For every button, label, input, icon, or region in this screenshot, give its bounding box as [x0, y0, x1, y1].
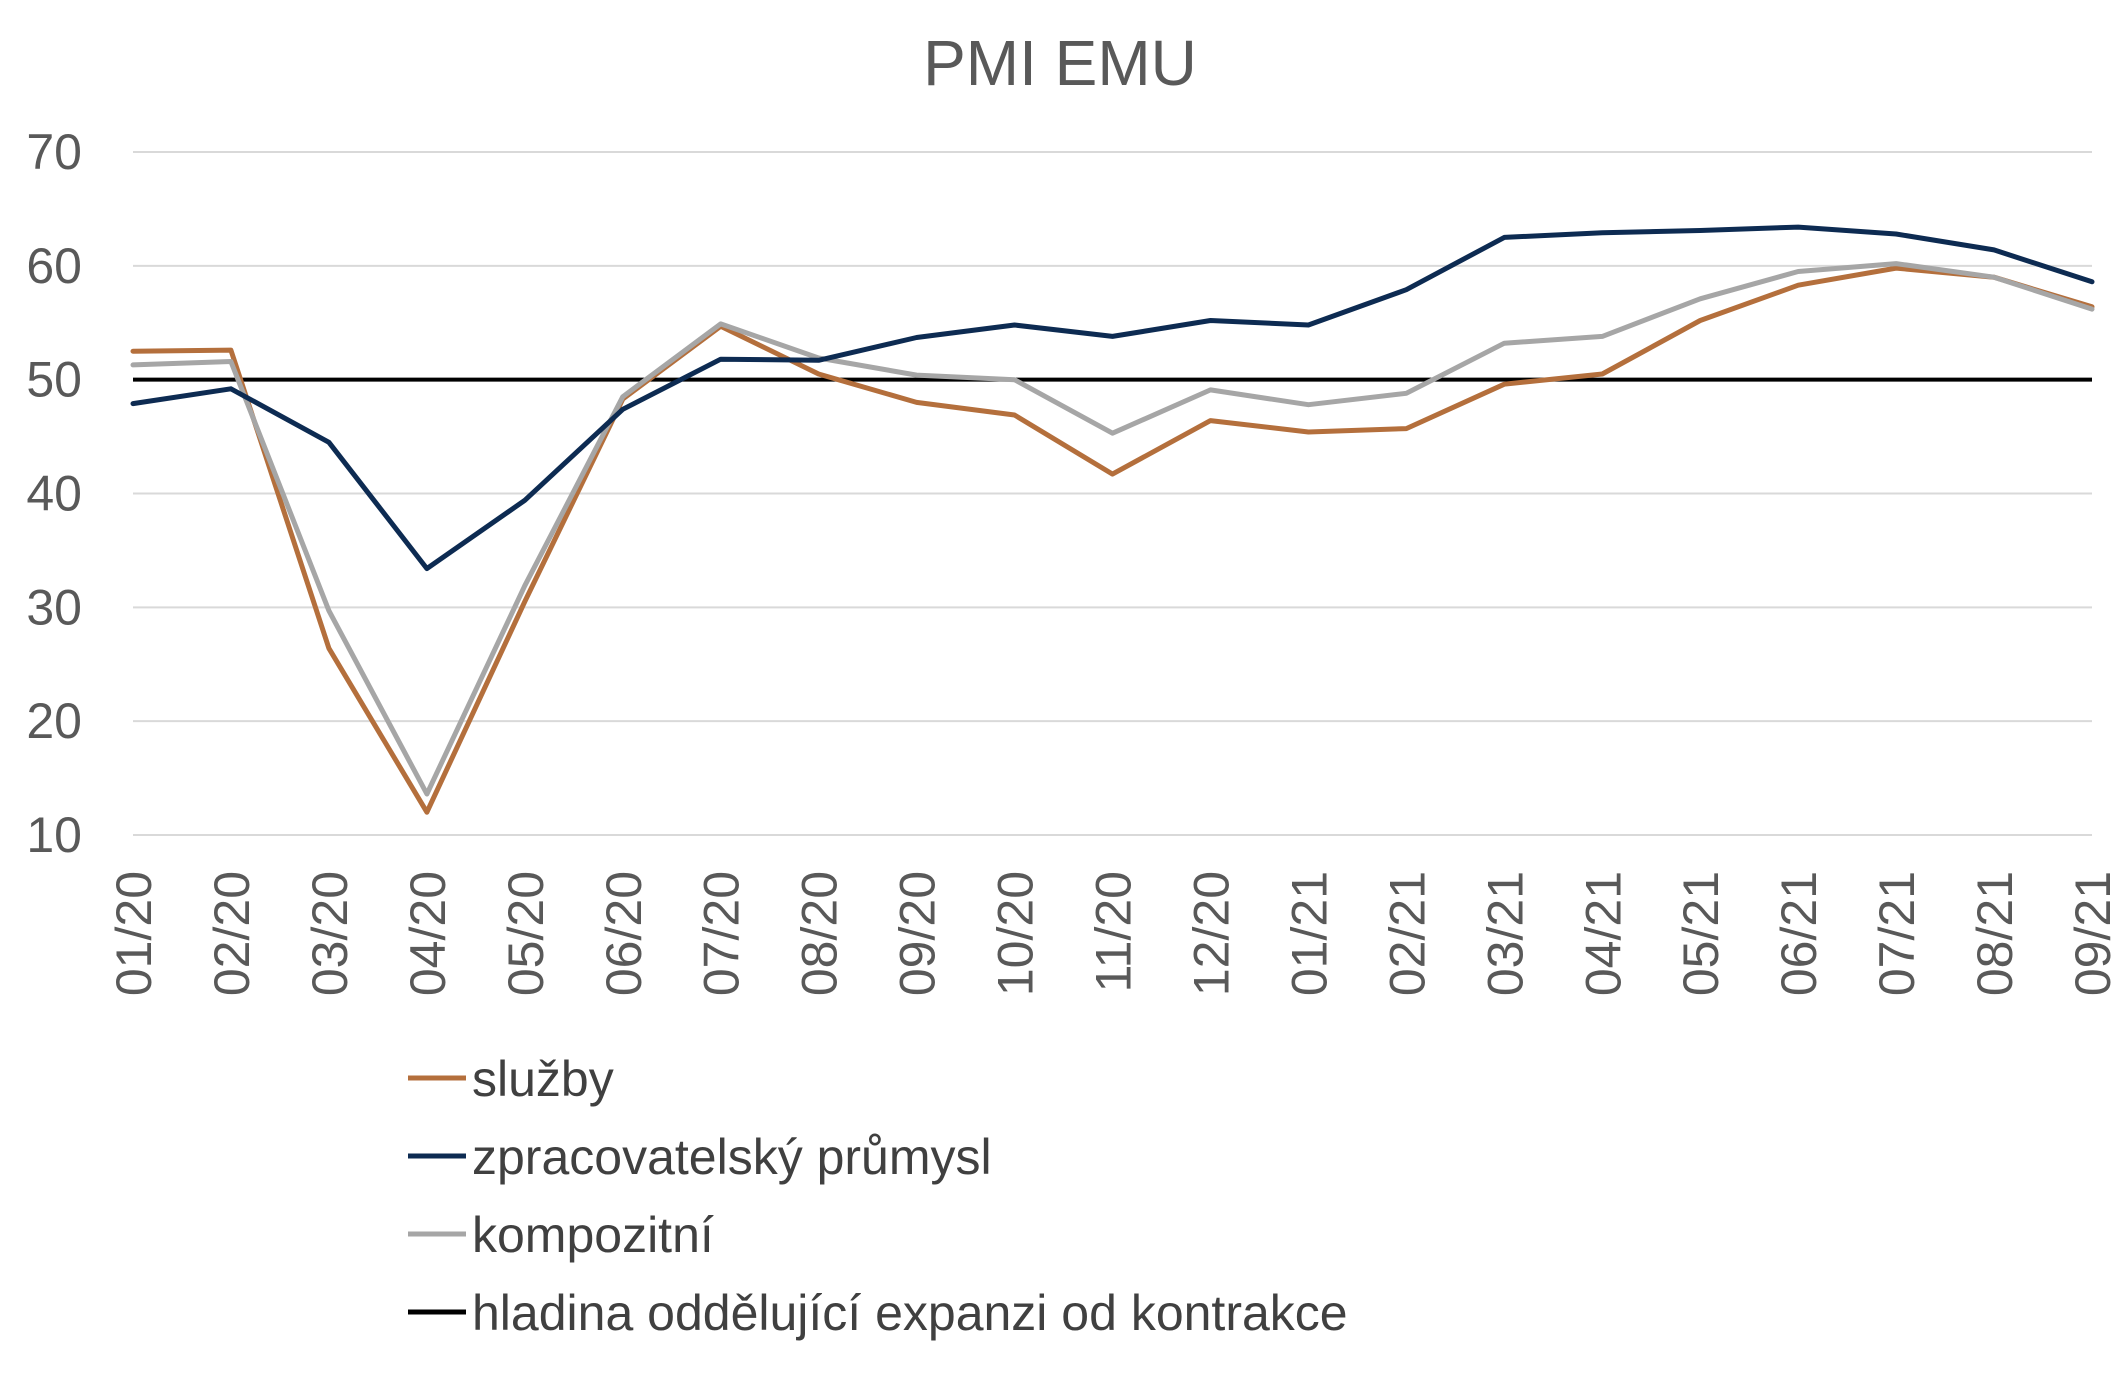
series-line-1 [130, 265, 2095, 815]
gridlines [133, 151, 2092, 836]
x-tick-label: 12/20 [1183, 871, 1239, 996]
y-tick-label: 10 [26, 807, 82, 863]
x-tick-label: 04/21 [1575, 871, 1631, 996]
x-tick-label: 08/20 [792, 871, 848, 996]
legend-label: hladina oddělující expanzi od kontrakce [472, 1285, 1348, 1341]
x-tick-label: 05/20 [498, 871, 554, 996]
y-tick-label: 30 [26, 579, 82, 635]
chart-title: PMI EMU [923, 27, 1197, 99]
x-axis-ticks: 01/20 02/20 03/20 04/20 05/20 06/20 07/20 08/20… [106, 871, 2120, 996]
x-tick-label: 09/21 [2065, 871, 2120, 996]
x-tick-label: 04/20 [400, 871, 456, 996]
x-tick-label: 07/20 [694, 871, 750, 996]
x-tick-label: 06/21 [1771, 871, 1827, 996]
y-tick-label: 20 [26, 693, 82, 749]
x-tick-label: 01/20 [106, 871, 162, 996]
legend-label: služby [472, 1051, 614, 1107]
x-tick-label: 05/21 [1673, 871, 1729, 996]
x-tick-label: 02/20 [204, 871, 260, 996]
legend-label: kompozitní [472, 1207, 714, 1263]
y-axis-ticks: 10 20 30 40 50 60 70 [26, 124, 82, 863]
x-tick-label: 06/20 [596, 871, 652, 996]
x-tick-label: 09/20 [890, 871, 946, 996]
series-lines [130, 224, 2095, 815]
legend: služby zpracovatelský průmysl kompozitní hl… [408, 1051, 1348, 1341]
x-tick-label: 11/20 [1086, 871, 1142, 992]
x-tick-label: 08/21 [1967, 871, 2023, 996]
x-tick-label: 10/20 [988, 871, 1044, 996]
x-tick-label: 03/21 [1477, 871, 1533, 996]
x-tick-label: 03/20 [302, 871, 358, 996]
y-tick-label: 60 [26, 238, 82, 294]
series-line-2 [130, 224, 2095, 572]
x-tick-label: 07/21 [1869, 871, 1925, 996]
x-tick-label: 02/21 [1379, 871, 1435, 996]
y-tick-label: 70 [26, 124, 82, 180]
y-tick-label: 50 [26, 352, 82, 408]
legend-label: zpracovatelský průmysl [472, 1129, 992, 1185]
x-tick-label: 01/21 [1281, 871, 1337, 996]
series-line-3 [130, 261, 2095, 797]
y-tick-label: 40 [26, 466, 82, 522]
